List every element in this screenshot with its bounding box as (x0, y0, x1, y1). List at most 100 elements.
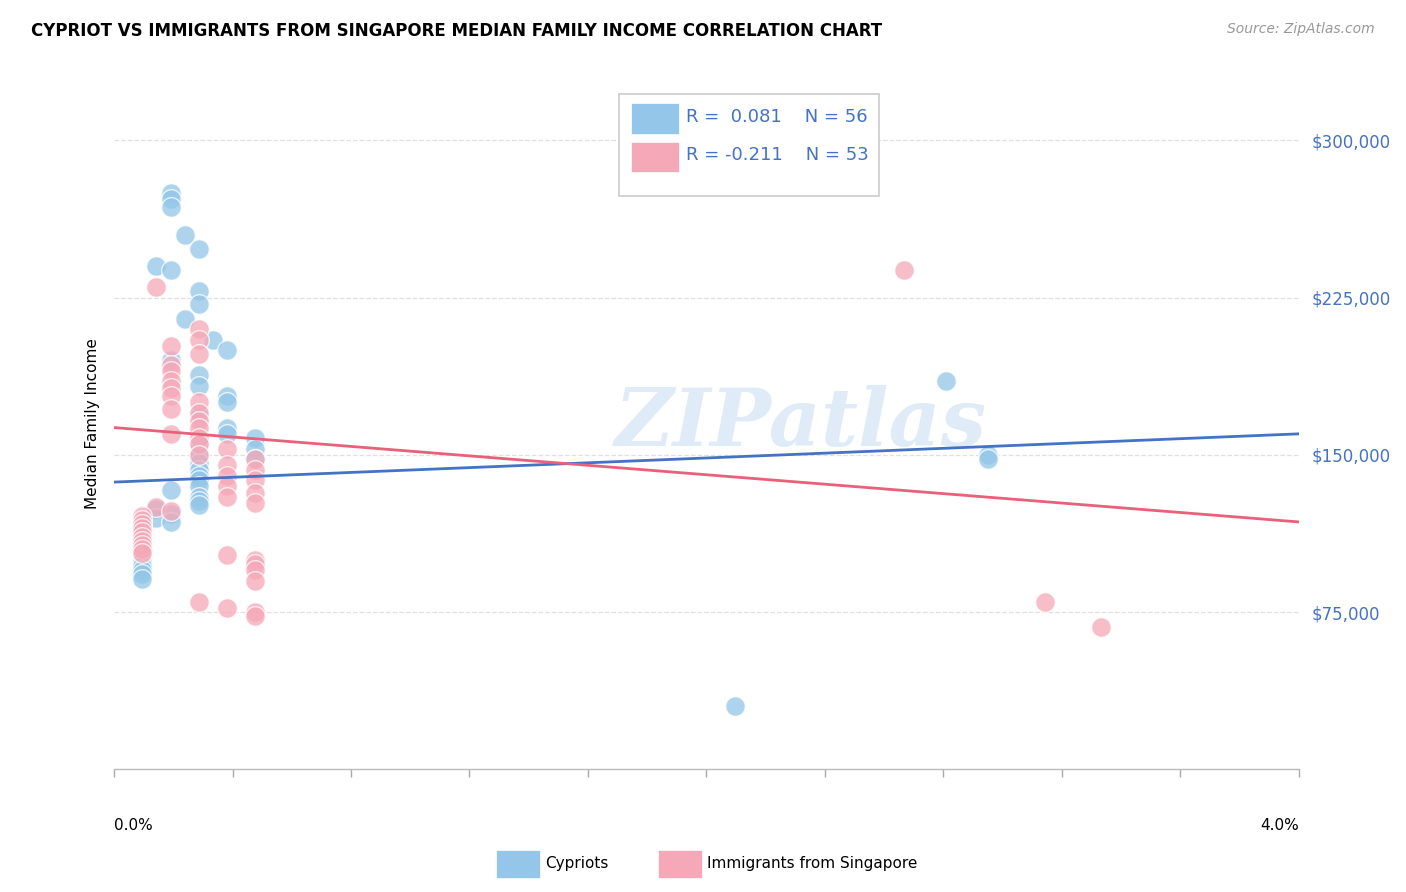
Point (187, 462, 209, 476)
Point (131, 525, 153, 540)
Point (131, 521, 153, 535)
Point (187, 448, 209, 462)
Point (187, 479, 209, 493)
Text: CYPRIOT VS IMMIGRANTS FROM SINGAPORE MEDIAN FAMILY INCOME CORRELATION CHART: CYPRIOT VS IMMIGRANTS FROM SINGAPORE MED… (31, 22, 882, 40)
Point (159, 389, 181, 403)
Point (977, 448, 1000, 462)
Point (187, 494, 209, 508)
Point (243, 605, 266, 619)
Point (131, 567, 153, 582)
Point (187, 347, 209, 361)
Point (159, 186, 181, 200)
Point (159, 381, 181, 395)
Point (131, 530, 153, 544)
Point (131, 550, 153, 565)
Point (187, 498, 209, 512)
Point (131, 533, 153, 548)
Point (131, 542, 153, 557)
Text: 4.0%: 4.0% (1260, 818, 1299, 833)
Point (215, 442, 238, 456)
Point (187, 420, 209, 434)
Point (145, 510, 167, 524)
Point (159, 507, 181, 521)
Text: ZIPatlas: ZIPatlas (614, 384, 987, 462)
Point (243, 609, 266, 624)
Text: R =  0.081    N = 56: R = 0.081 N = 56 (686, 108, 868, 126)
Point (187, 468, 209, 483)
Point (145, 502, 167, 516)
Point (187, 285, 209, 299)
Point (131, 546, 153, 560)
Point (893, 263, 915, 277)
Point (187, 414, 209, 428)
Point (187, 395, 209, 409)
Point (187, 368, 209, 383)
Point (159, 192, 181, 206)
Point (159, 339, 181, 353)
Point (243, 462, 266, 476)
Point (131, 530, 153, 544)
Point (215, 395, 238, 409)
Point (243, 563, 266, 577)
Point (215, 458, 238, 473)
Text: Source: ZipAtlas.com: Source: ZipAtlas.com (1227, 22, 1375, 37)
Point (187, 431, 209, 445)
Point (187, 490, 209, 504)
Point (187, 243, 209, 257)
Point (243, 442, 266, 456)
Point (243, 557, 266, 571)
Point (215, 600, 238, 615)
Point (215, 389, 238, 403)
Point (173, 227, 195, 242)
Point (159, 364, 181, 378)
Point (187, 378, 209, 392)
Point (187, 322, 209, 336)
Point (187, 473, 209, 487)
Point (159, 201, 181, 215)
Point (1090, 620, 1112, 634)
Point (187, 437, 209, 451)
Point (215, 426, 238, 441)
Point (243, 574, 266, 588)
Point (1033, 594, 1056, 608)
Point (215, 420, 238, 434)
Text: Immigrants from Singapore: Immigrants from Singapore (707, 856, 918, 871)
Point (187, 297, 209, 311)
Point (159, 358, 181, 372)
Point (145, 259, 167, 273)
Point (131, 521, 153, 535)
Point (131, 563, 153, 577)
Point (131, 555, 153, 569)
Point (935, 375, 957, 389)
Point (159, 353, 181, 368)
Point (131, 533, 153, 548)
Point (215, 343, 238, 357)
Point (723, 699, 745, 714)
Point (131, 516, 153, 531)
Y-axis label: Median Family Income: Median Family Income (86, 338, 100, 508)
Point (131, 508, 153, 523)
Point (977, 452, 1000, 467)
Point (243, 485, 266, 500)
Point (187, 448, 209, 462)
Point (131, 572, 153, 586)
Point (187, 406, 209, 420)
Point (187, 406, 209, 420)
Point (187, 437, 209, 451)
Point (131, 538, 153, 552)
Point (159, 401, 181, 416)
Point (159, 375, 181, 389)
Point (159, 483, 181, 498)
Point (187, 410, 209, 425)
Point (243, 552, 266, 566)
Point (243, 452, 266, 467)
Point (159, 263, 181, 277)
Point (215, 479, 238, 493)
Point (201, 333, 224, 347)
Point (131, 513, 153, 527)
Point (159, 504, 181, 518)
Point (145, 500, 167, 515)
Point (173, 311, 195, 326)
Point (215, 468, 238, 483)
Point (243, 431, 266, 445)
